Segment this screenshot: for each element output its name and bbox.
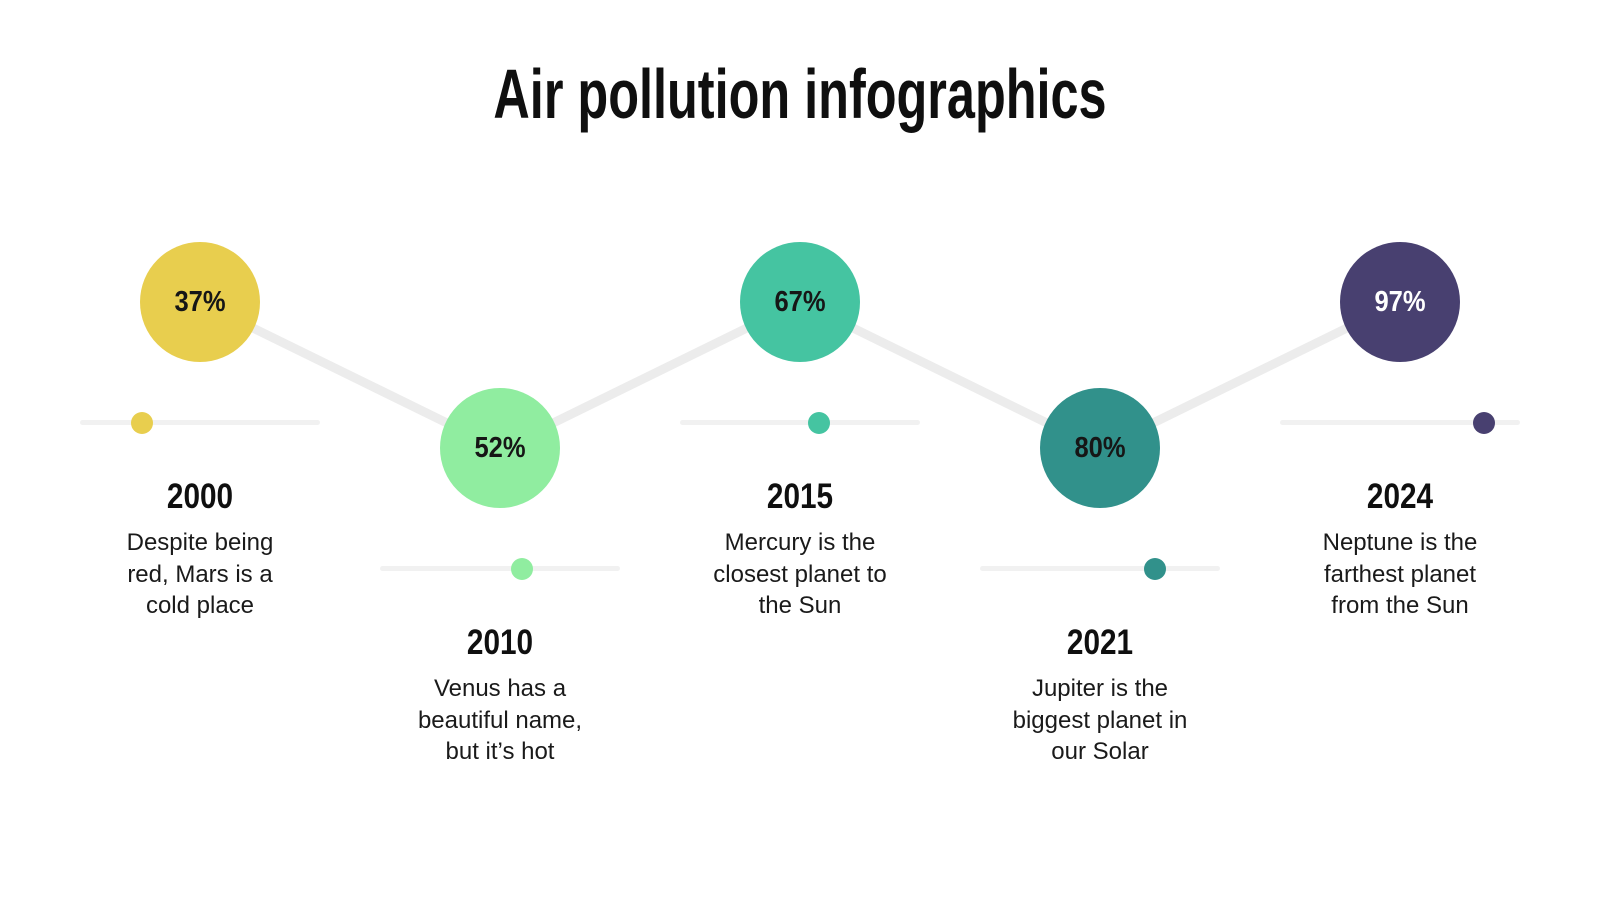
percent-circle: 52% xyxy=(440,388,560,508)
timeline-track xyxy=(380,557,620,580)
percent-label: 52% xyxy=(474,431,526,464)
timeline-dot xyxy=(808,411,831,434)
percent-label: 80% xyxy=(1074,431,1126,464)
percent-circle: 97% xyxy=(1340,242,1460,362)
year-label: 2015 xyxy=(766,477,834,516)
timeline-dot xyxy=(131,411,154,434)
timeline-item-2021: 80% 2021 Jupiter is the biggest planet i… xyxy=(950,0,1250,900)
percent-circle: 80% xyxy=(1040,388,1160,508)
percent-label: 67% xyxy=(774,285,826,318)
timeline-track xyxy=(680,411,920,434)
timeline-dot xyxy=(510,557,533,580)
description-text: Mercury is the closest planet to the Sun xyxy=(713,529,887,619)
timeline-item-2015: 67% 2015 Mercury is the closest planet t… xyxy=(650,0,950,900)
timeline-item-2010: 52% 2010 Venus has a beautiful name, but… xyxy=(350,0,650,900)
year-label: 2000 xyxy=(166,477,234,516)
timeline-track xyxy=(80,411,320,434)
timeline-track xyxy=(1280,411,1520,434)
percent-circle: 37% xyxy=(140,242,260,362)
percent-circle: 67% xyxy=(740,242,860,362)
description-text: Neptune is the farthest planet from the … xyxy=(1322,529,1478,619)
timeline-dot xyxy=(1144,557,1167,580)
description-text: Venus has a beautiful name, but it’s hot xyxy=(417,675,583,765)
timeline-dot xyxy=(1473,411,1495,434)
description-text: Jupiter is the biggest planet in our Sol… xyxy=(1012,675,1188,765)
description-text: Despite being red, Mars is a cold place xyxy=(126,529,274,619)
year-label: 2010 xyxy=(466,623,534,662)
percent-label: 37% xyxy=(174,285,226,318)
timeline-item-2000: 37% 2000 Despite being red, Mars is a co… xyxy=(50,0,350,900)
percent-label: 97% xyxy=(1374,285,1426,318)
timeline-track xyxy=(980,557,1220,580)
year-label: 2024 xyxy=(1366,477,1434,516)
page-title: Air pollution infographics xyxy=(493,55,1107,133)
year-label: 2021 xyxy=(1066,623,1134,662)
timeline-item-2024: 97% 2024 Neptune is the farthest planet … xyxy=(1250,0,1550,900)
